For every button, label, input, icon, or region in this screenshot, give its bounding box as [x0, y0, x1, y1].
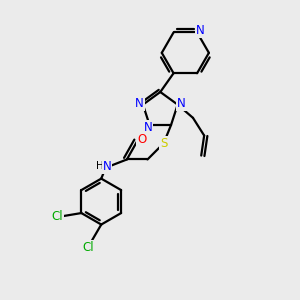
Text: O: O	[137, 133, 146, 146]
Text: H: H	[97, 161, 104, 171]
Text: N: N	[196, 25, 204, 38]
Text: Cl: Cl	[51, 209, 63, 223]
Text: N: N	[103, 160, 112, 173]
Text: N: N	[144, 121, 152, 134]
Text: S: S	[160, 137, 167, 150]
Text: Cl: Cl	[82, 241, 94, 254]
Text: N: N	[177, 97, 186, 110]
Text: N: N	[135, 97, 144, 110]
